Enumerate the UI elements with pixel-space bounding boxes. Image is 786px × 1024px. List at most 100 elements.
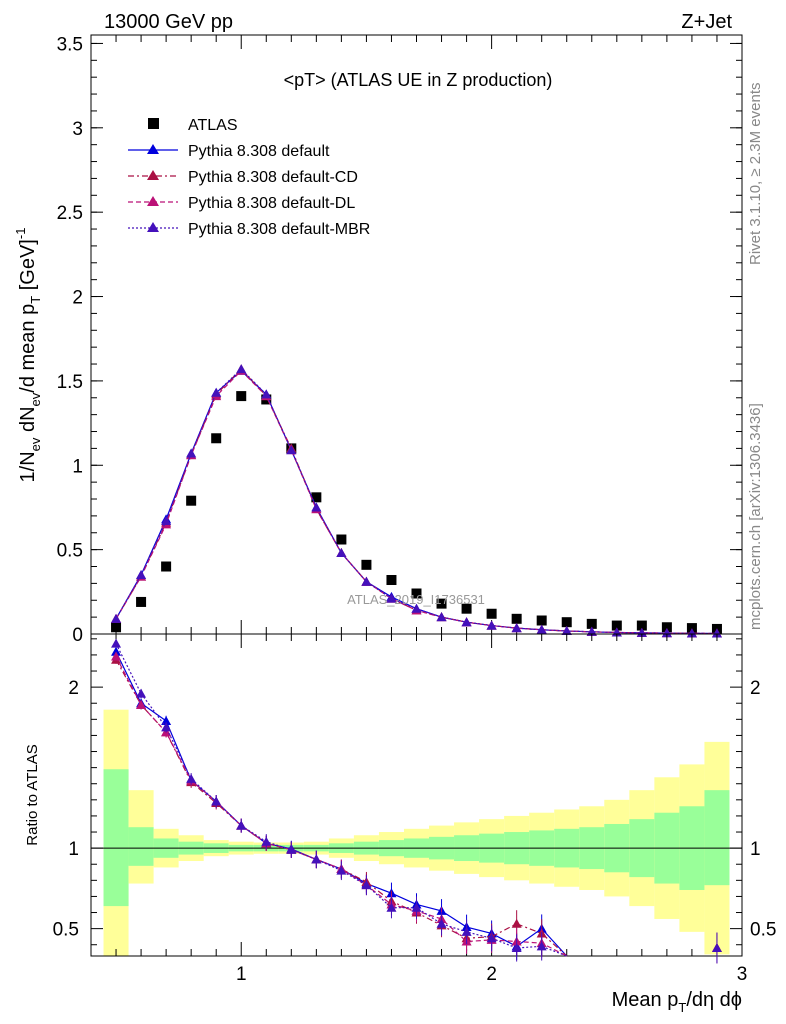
mc-series-marker	[561, 625, 572, 635]
y-label-sub-ev: ev	[28, 437, 43, 451]
ratio-marker	[386, 902, 397, 912]
ratio-marker	[511, 918, 522, 928]
mc-series-marker	[536, 624, 547, 634]
y-label-part-4: [GeV]	[17, 239, 39, 296]
mc-series-marker	[111, 613, 122, 623]
ratio-marker	[211, 796, 222, 806]
band-green	[103, 769, 129, 907]
ratio-marker	[161, 722, 172, 732]
y-tick-label: 0.5	[57, 541, 83, 562]
y-tick-label: 2.5	[57, 203, 83, 224]
ratio-marker	[136, 699, 147, 709]
rivet-annotation: Rivet 3.1.10, ≥ 2.3M events	[747, 83, 764, 266]
atlas-data-point	[136, 596, 147, 607]
process-label: Z+Jet	[681, 11, 732, 33]
mc-series-marker	[161, 515, 172, 525]
band-green	[704, 790, 730, 886]
mc-series-marker	[336, 548, 347, 558]
atlas-data-point	[661, 622, 672, 633]
y-tick-label: 0	[72, 625, 83, 646]
ratio-series-line	[115, 643, 567, 957]
mc-series-marker	[386, 593, 397, 603]
legend-label: Pythia 8.308 default	[188, 143, 330, 160]
x-axis-label: Mean pT/dη dϕ	[612, 989, 742, 1015]
atlas-data-point	[336, 534, 347, 545]
atlas-data-point	[161, 561, 172, 572]
x-tick-label: 3	[737, 964, 748, 985]
y-tick-label: 3.5	[57, 34, 83, 55]
mc-series-marker	[236, 364, 247, 374]
ratio-marker	[286, 844, 297, 854]
ratio-series	[111, 638, 722, 964]
ratio-y-tick-label: 2	[68, 678, 79, 699]
x-label-part-1: Mean p	[612, 989, 679, 1011]
atlas-data-point	[511, 613, 522, 624]
y-tick-label: 1	[72, 456, 83, 477]
legend-marker	[147, 196, 159, 206]
y-tick-label: 3	[72, 119, 83, 140]
y-label-part-3: /d mean p	[17, 304, 39, 393]
mc-series-marker	[361, 576, 372, 586]
ratio-series-line	[115, 651, 568, 957]
ratio-marker	[136, 688, 147, 698]
analysis-watermark: ATLAS_2019_I1736531	[347, 592, 485, 607]
legend-label: Pythia 8.308 default-CD	[188, 169, 358, 186]
ratio-marker	[161, 715, 172, 725]
x-tick-label: 1	[236, 964, 247, 985]
atlas-data-point	[236, 391, 247, 402]
main-ticks: 0 0.5 1 1.5 2 2.5 3 3.5	[57, 34, 743, 646]
ratio-marker	[361, 880, 372, 890]
mc-series-marker	[661, 628, 672, 638]
ratio-y-tick-label: 0.5	[53, 920, 79, 941]
mc-series-marker	[211, 387, 222, 397]
ratio-marker	[111, 651, 122, 661]
y-label-sub-t: T	[28, 296, 43, 304]
ratio-marker	[536, 941, 547, 951]
atlas-data-point	[461, 603, 472, 614]
ratio-marker	[711, 942, 722, 952]
legend-marker	[147, 170, 159, 180]
mc-series-marker	[486, 620, 497, 630]
ratio-ticks: 0.5 0.5 1 1 2 2 1 2 3	[53, 634, 776, 985]
mc-series-marker	[686, 628, 697, 638]
ratio-plot-panel: 0.5 0.5 1 1 2 2 1 2 3	[53, 633, 776, 985]
y-axis-label-ratio: Ratio to ATLAS	[24, 744, 41, 845]
atlas-data-point	[611, 620, 622, 631]
legend-label: ATLAS	[188, 117, 238, 134]
atlas-data-point	[586, 618, 597, 629]
ratio-marker	[311, 854, 322, 864]
atlas-data-point	[386, 575, 397, 586]
mcplots-annotation: mcplots.cern.ch [arXiv:1306.3436]	[747, 403, 764, 630]
y-axis-label-main: 1/Nev dNev/d mean pT [GeV]-1	[13, 228, 43, 483]
atlas-data-point	[361, 559, 372, 570]
ratio-marker	[111, 638, 122, 648]
mc-series-marker	[711, 628, 722, 638]
legend-marker	[147, 144, 159, 154]
x-label-part-2: /dη dϕ	[686, 989, 742, 1011]
ratio-y-tick-label-right: 0.5	[750, 920, 776, 941]
ratio-marker	[261, 836, 272, 846]
main-plot-panel: 0 0.5 1 1.5 2 2.5 3 3.5 ATLAS Pythia 8.308 defau…	[57, 34, 743, 646]
ratio-marker	[336, 865, 347, 875]
mc-series-marker	[436, 612, 447, 622]
band-green	[128, 827, 154, 866]
ratio-y-tick-label-right: 2	[750, 678, 761, 699]
ratio-marker	[436, 918, 447, 928]
legend-marker	[147, 222, 159, 232]
ratio-series-line	[115, 659, 568, 957]
atlas-data-point	[211, 433, 222, 444]
mc-series-marker	[511, 623, 522, 633]
atlas-data-point	[111, 622, 122, 633]
y-tick-label: 2	[72, 288, 83, 309]
y-label-sup: -1	[13, 228, 28, 240]
mc-series-marker	[636, 627, 647, 637]
ratio-y-tick-label: 1	[68, 839, 79, 860]
ratio-marker	[411, 902, 422, 912]
chart-title: <pT> (ATLAS UE in Z production)	[284, 70, 553, 90]
y-label-part-2: dN	[17, 406, 39, 437]
legend: ATLAS Pythia 8.308 default Pythia 8.308 de…	[128, 117, 370, 238]
atlas-data-point	[536, 615, 547, 626]
atlas-data-point	[636, 620, 647, 631]
x-label-sub: T	[678, 1000, 686, 1015]
mc-series-marker	[136, 569, 147, 579]
